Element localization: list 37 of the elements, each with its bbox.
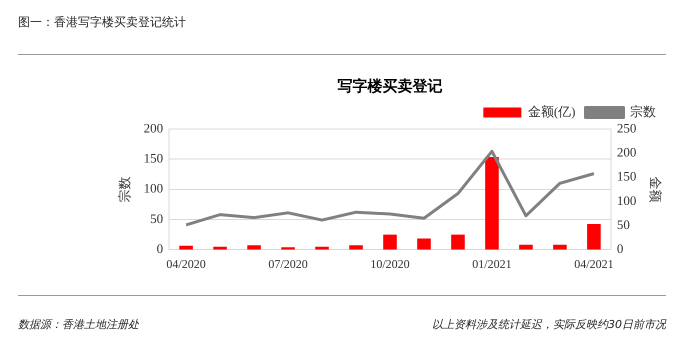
y2-tick-label: 250: [616, 120, 636, 136]
text: 数据源：香港土地注册处: [18, 317, 139, 332]
bar: [213, 246, 227, 250]
legend-label: 宗数: [630, 104, 656, 119]
y2-tick-label: 150: [616, 168, 636, 184]
bar: [485, 156, 499, 250]
y-tick-label: 200: [144, 120, 164, 136]
bar: [349, 245, 363, 250]
x-tick-label: 10/2020: [370, 256, 410, 271]
bar: [417, 238, 431, 250]
y2-tick-label: 200: [616, 144, 636, 160]
y-tick-label: 0: [156, 241, 164, 256]
y2-axis-title: 金额: [648, 176, 663, 202]
bar: [383, 234, 397, 250]
y-tick-label: 100: [144, 180, 164, 196]
y-tick-label: 50: [150, 210, 164, 226]
x-tick-label: 01/2021: [472, 256, 512, 271]
y2-tick-label: 0: [616, 241, 624, 256]
text: 以上资料涉及统计延迟，实际反映约30日前市况: [432, 317, 666, 332]
x-tick-label: 04/2021: [574, 256, 614, 271]
bar: [247, 245, 261, 250]
x-tick-label: 07/2020: [268, 256, 308, 271]
bar: [587, 224, 601, 250]
y2-tick-label: 100: [616, 192, 636, 208]
bar: [519, 244, 533, 250]
text: 图一：香港写字楼买卖登记统计: [18, 14, 186, 31]
bar: [281, 247, 295, 250]
bar: [315, 246, 329, 250]
bar: [553, 244, 567, 250]
bar: [451, 234, 465, 250]
y-tick-label: 150: [144, 150, 164, 166]
x-tick-label: 04/2020: [166, 256, 206, 271]
chart-title: 写字楼买卖登记: [338, 76, 442, 95]
y-axis-title: 宗数: [117, 176, 132, 202]
legend-label: 金额(亿): [528, 104, 576, 119]
y2-tick-label: 50: [616, 216, 630, 232]
bar: [179, 246, 193, 250]
